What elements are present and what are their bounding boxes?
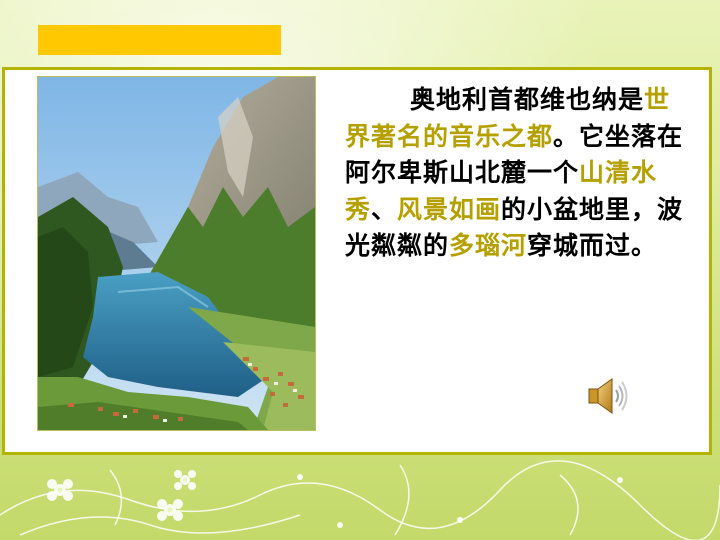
highlight-picturesque: 风景如画 (397, 194, 502, 224)
description-paragraph: 奥地利首都维也纳是世界著名的音乐之都。它坐落在阿尔卑斯山北麓一个山清水秀、风景如… (345, 82, 685, 265)
floral-decoration (0, 460, 720, 540)
text-run-2: 。它坐落在阿尔卑斯山北麓一个 (345, 121, 684, 188)
speaker-icon[interactable] (585, 373, 631, 419)
text-run-3: 、 (371, 194, 398, 224)
landscape-photo (37, 76, 316, 431)
highlight-danube: 多瑙河 (449, 231, 528, 260)
lake-valley-image (38, 77, 315, 430)
text-run-1: 奥地利首都维也纳是 (410, 85, 645, 114)
text-run-4: 的小盆地里，波光粼粼的 (345, 194, 684, 261)
speaker-icon-graphic (588, 378, 628, 414)
highlight-mountains-waters: 山清水秀 (345, 158, 658, 224)
highlight-music-capital: 世界著名的音乐之都 (345, 85, 671, 151)
text-run-5: 穿城而过。 (527, 231, 658, 260)
title-bar (38, 25, 281, 55)
